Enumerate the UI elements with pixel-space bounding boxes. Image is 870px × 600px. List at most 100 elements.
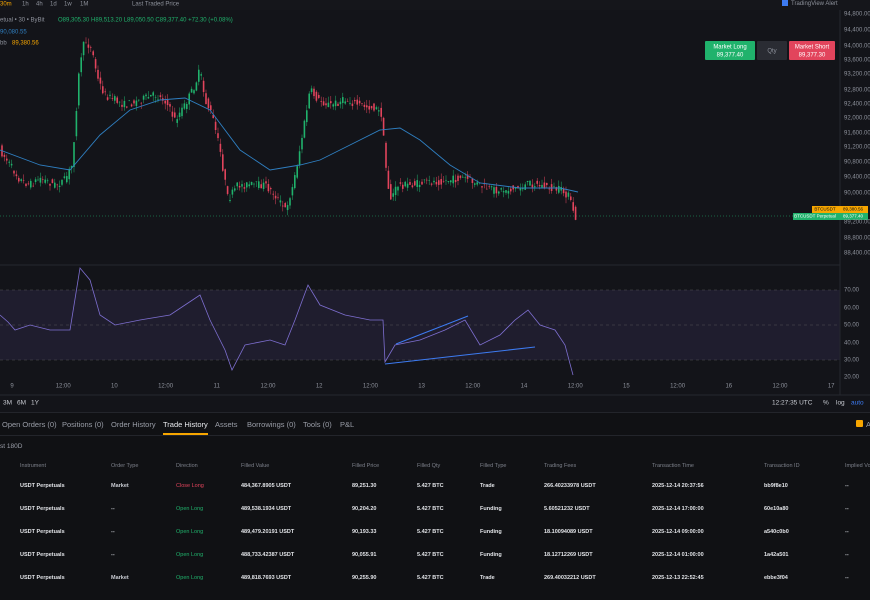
tag-bg	[838, 206, 868, 213]
tab[interactable]: Tools (0)	[303, 420, 332, 429]
candle-body	[85, 42, 87, 44]
candle-body	[394, 186, 397, 196]
column-header: Filled Price	[352, 463, 380, 469]
table-cell: 5.427 BTC	[417, 575, 444, 581]
candle-body	[61, 179, 63, 185]
candle-body	[51, 179, 54, 184]
market-short-button[interactable]	[789, 41, 835, 60]
interval-button[interactable]: 4h	[36, 2, 43, 8]
candle-body	[37, 179, 39, 181]
candle-body	[114, 96, 116, 101]
column-header: Filled Value	[241, 463, 270, 469]
column-header: Instrument	[20, 463, 46, 469]
checkbox[interactable]	[856, 420, 863, 427]
table-cell: 2025-12-14 09:00:00	[652, 529, 704, 535]
candle-body	[390, 184, 392, 200]
candle-body	[546, 182, 548, 186]
candle-body	[454, 179, 457, 183]
table-cell: --	[845, 575, 849, 581]
candle-body	[111, 97, 114, 99]
scale-option[interactable]: %	[823, 400, 829, 407]
candle-body	[224, 169, 226, 180]
candle-body	[428, 180, 430, 181]
interval-button[interactable]: 1h	[22, 2, 29, 8]
candle-body	[133, 100, 135, 104]
candle-body	[382, 117, 385, 136]
tab[interactable]: Order History	[111, 420, 156, 429]
interval-button[interactable]: 1M	[80, 2, 88, 8]
moving-average	[0, 97, 579, 193]
range-button[interactable]: 1Y	[31, 400, 40, 407]
candle-body	[373, 103, 375, 111]
rsi-axis-label: 50.00	[844, 323, 860, 329]
candles	[1, 37, 577, 221]
candle-body	[495, 187, 498, 194]
bb-label: bb	[0, 41, 7, 47]
candle-body	[34, 179, 37, 183]
candle-body	[70, 165, 73, 168]
table-cell: 90,204.20	[352, 506, 377, 512]
candle-body	[342, 97, 344, 103]
time-axis-label: 12:00	[568, 384, 584, 390]
table-cell: 488,733.42387 USDT	[241, 552, 295, 558]
tag-label: BTCUSDT	[814, 207, 836, 212]
candle-body	[135, 100, 138, 106]
interval-button[interactable]: 30m	[0, 2, 12, 8]
table-cell: ebbe3f04	[764, 575, 788, 581]
market-long-button[interactable]	[705, 41, 755, 60]
tab[interactable]: Assets	[215, 420, 238, 429]
table-cell: Market	[111, 483, 129, 489]
column-header: Transaction ID	[764, 463, 800, 469]
table-cell: Funding	[480, 506, 502, 512]
candle-body	[385, 142, 387, 168]
clock: 12:27:35 UTC	[772, 400, 813, 407]
table-cell: 2025-12-14 17:00:00	[652, 506, 704, 512]
rsi-axis-label: 70.00	[844, 288, 860, 294]
price-axis-label: 88,400.00	[844, 251, 870, 257]
time-axis-label: 12:00	[260, 384, 276, 390]
candle-body	[450, 180, 452, 183]
candle-body	[210, 105, 212, 111]
candle-body	[572, 202, 574, 211]
tab[interactable]: Positions (0)	[62, 420, 104, 429]
candle-body	[270, 188, 272, 190]
candle-body	[399, 182, 402, 184]
candle-body	[274, 195, 277, 199]
candle-body	[339, 101, 342, 105]
interval-button[interactable]: 1d	[50, 2, 57, 8]
table-cell: 489,479.20191 USDT	[241, 529, 295, 535]
tab[interactable]: Trade History	[163, 420, 208, 435]
scale-option[interactable]: auto	[851, 400, 864, 407]
candle-body	[562, 188, 565, 194]
candle-body	[3, 154, 6, 157]
candle-body	[222, 154, 224, 171]
range-button[interactable]: 3M	[3, 400, 12, 407]
candle-body	[241, 184, 243, 187]
date-filter[interactable]: st 180D	[0, 443, 23, 450]
candle-body	[361, 103, 363, 105]
tab[interactable]: P&L	[340, 420, 355, 429]
candle-body	[286, 205, 289, 211]
range-button[interactable]: 6M	[17, 400, 26, 407]
candle-body	[39, 177, 42, 183]
tab[interactable]: Open Orders (0)	[2, 420, 57, 429]
alert-icon[interactable]	[782, 0, 788, 6]
candle-body	[152, 92, 154, 96]
table-cell: bb9f8e10	[764, 483, 788, 489]
candle-body	[471, 178, 474, 184]
candle-body	[488, 186, 490, 188]
candle-body	[416, 180, 418, 187]
candle-body	[121, 104, 123, 107]
alert-label[interactable]: TradingView Alert	[791, 1, 838, 7]
tab[interactable]: Borrowings (0)	[247, 420, 296, 429]
interval-button[interactable]: 1w	[64, 2, 72, 8]
candle-body	[123, 100, 126, 108]
candle-body	[548, 188, 550, 190]
trendline	[384, 346, 536, 365]
scale-option[interactable]: log	[836, 400, 845, 407]
candle-body	[20, 179, 22, 181]
candle-body	[322, 101, 325, 106]
candle-body	[462, 176, 464, 178]
short-label: Market Short	[795, 45, 830, 51]
qty-field[interactable]	[757, 41, 787, 60]
